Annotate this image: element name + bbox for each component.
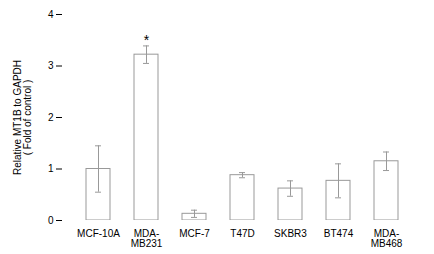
svg-text:T47D: T47D [230,228,254,239]
svg-text:MDA-MB231: MDA-MB231 [131,228,163,249]
svg-text:BT474: BT474 [324,228,354,239]
svg-text:MCF-10A: MCF-10A [77,228,120,239]
svg-text:Relative MT1B to GAPDH( Fold o: Relative MT1B to GAPDH( Fold of control … [12,60,33,175]
svg-text:2: 2 [48,112,54,123]
svg-text:4: 4 [48,9,54,20]
svg-text:MCF-7: MCF-7 [179,228,210,239]
svg-text:*: * [144,32,150,48]
svg-text:3: 3 [48,60,54,71]
svg-text:MDA-MB468: MDA-MB468 [371,228,403,249]
svg-text:SKBR3: SKBR3 [274,228,307,239]
svg-text:1: 1 [48,163,54,174]
svg-text:0: 0 [48,215,54,226]
